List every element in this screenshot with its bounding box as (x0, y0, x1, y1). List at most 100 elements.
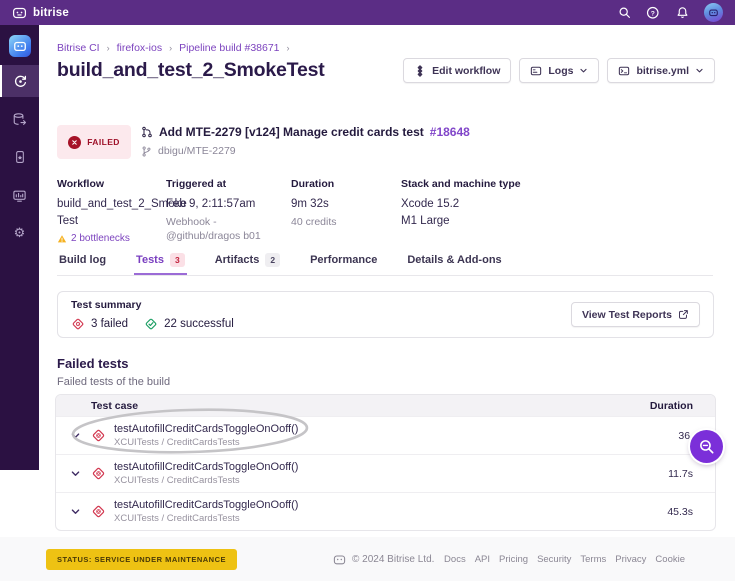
build-tabs: Build log Tests 3 Artifacts 2 Performanc… (57, 249, 713, 276)
test-suite: XCUITests / CreditCardsTests (114, 513, 240, 524)
branch-icon (142, 146, 151, 156)
build-status-label: FAILED (87, 137, 120, 147)
failed-count-label: 3 failed (91, 317, 129, 330)
failed-diamond-icon (72, 318, 84, 329)
failed-count: 3 failed (71, 317, 128, 331)
tab-label: Artifacts (214, 254, 260, 266)
test-summary-card: Test summary 3 failed 22 successful View… (57, 291, 714, 338)
test-suite: XCUITests / CreditCardsTests (114, 475, 240, 486)
footer-link-security[interactable]: Security (537, 553, 572, 565)
external-link-icon (679, 310, 688, 319)
detail-duration: Duration 9m 32s 40 credits (291, 178, 401, 244)
table-header: Test case Duration (56, 395, 715, 416)
commit-info: Add MTE-2279 [v124] Manage credit cards … (141, 125, 470, 157)
detail-workflow: Workflow build_and_test_2_Smoke Test 2 b… (57, 178, 187, 244)
table-row[interactable]: testAutofillCreditCardsToggleOnOoff() XC… (56, 454, 715, 492)
footer-link-cookie[interactable]: Cookie (655, 553, 685, 565)
tab-details-addons[interactable]: Details & Add-ons (405, 249, 503, 275)
chevron-right-icon: › (106, 43, 110, 53)
footer-link-pricing[interactable]: Pricing (499, 553, 529, 565)
failed-x-icon (68, 135, 82, 149)
logs-button[interactable]: Logs (519, 58, 600, 83)
tab-label: Build log (59, 254, 107, 266)
build-details: Workflow build_and_test_2_Smoke Test 2 b… (57, 178, 521, 244)
sidebar-item-settings[interactable]: ⚙ (0, 217, 39, 249)
test-summary-title: Test summary (71, 298, 142, 311)
tab-badge: 2 (265, 253, 281, 267)
tab-label: Details & Add-ons (407, 254, 502, 266)
view-test-reports-button[interactable]: View Test Reports (570, 302, 700, 327)
edit-workflow-button[interactable]: Edit workflow (403, 58, 512, 83)
service-status-badge[interactable]: STATUS: SERVICE UNDER MAINTENANCE (46, 548, 238, 570)
table-row[interactable]: testAutofillCreditCardsToggleOnOoff() XC… (56, 416, 715, 454)
sidebar-item-builds[interactable] (0, 65, 39, 97)
expand-chevron-icon[interactable] (67, 428, 83, 444)
zoom-fab-button[interactable] (690, 430, 723, 463)
duration-label: Duration (291, 178, 335, 190)
test-duration: 11.7s (668, 467, 693, 480)
test-duration: 45.3s (667, 505, 693, 518)
tab-build-log[interactable]: Build log (57, 249, 108, 275)
sidebar-item-monitoring[interactable] (0, 179, 39, 211)
bottlenecks-link[interactable]: 2 bottlenecks (57, 233, 166, 244)
sidebar-item-release-management[interactable] (0, 103, 39, 135)
column-duration: Duration (649, 399, 693, 412)
tab-performance[interactable]: Performance (308, 249, 379, 275)
tab-badge: 3 (169, 253, 185, 267)
failed-tests-heading: Failed tests (57, 356, 129, 371)
breadcrumb-firefox-ios[interactable]: firefox-ios (116, 42, 163, 54)
page-title: build_and_test_2_SmokeTest (57, 59, 325, 81)
bitrise-robot-icon (12, 7, 27, 19)
chevron-right-icon: › (286, 43, 290, 53)
test-suite: XCUITests / CreditCardsTests (114, 437, 240, 448)
test-case-name: testAutofillCreditCardsToggleOnOoff() (114, 423, 299, 435)
sidebar-item-testing-devices[interactable] (0, 141, 39, 173)
build-status-badge: FAILED (57, 125, 131, 159)
bitrise-robot-icon (333, 554, 346, 564)
detail-stack: Stack and machine type Xcode 15.2 M1 Lar… (401, 178, 521, 244)
footer-link-privacy[interactable]: Privacy (615, 553, 647, 565)
chevron-down-icon (580, 68, 588, 73)
bitrise-logo[interactable]: bitrise (12, 5, 69, 20)
detail-triggered-at: Triggered at Feb 9, 2:11:57am Webhook - … (166, 178, 291, 244)
workflow-icon (417, 64, 423, 77)
workflow-value: build_and_test_2_Smoke Test (57, 198, 187, 227)
tab-label: Tests (136, 254, 164, 266)
app-sidebar: ⚙ (0, 25, 39, 470)
footer-link-terms[interactable]: Terms (580, 553, 607, 565)
stack-value: Xcode 15.2 (401, 198, 460, 210)
footer-link-docs[interactable]: Docs (444, 553, 466, 565)
test-case-name: testAutofillCreditCardsToggleOnOoff() (114, 499, 299, 511)
tab-tests[interactable]: Tests 3 (134, 249, 187, 275)
chevron-right-icon: › (169, 43, 173, 53)
project-app-icon[interactable] (8, 35, 31, 57)
terminal-icon (619, 66, 630, 75)
table-row[interactable]: testAutofillCreditCardsToggleOnOoff() XC… (56, 492, 715, 530)
bitrise-yml-button[interactable]: bitrise.yml (607, 58, 715, 83)
breadcrumb: Bitrise CI › firefox-ios › Pipeline buil… (57, 42, 290, 54)
failed-diamond-icon (90, 428, 106, 444)
notifications-bell-icon[interactable] (675, 6, 689, 20)
failed-diamond-icon (90, 504, 106, 520)
breadcrumb-bitrise-ci[interactable]: Bitrise CI (57, 42, 100, 54)
help-icon[interactable]: ? (646, 6, 660, 20)
test-duration: 36. (678, 429, 693, 442)
successful-count-label: 22 successful (164, 317, 234, 330)
search-icon[interactable] (617, 6, 631, 20)
tab-artifacts[interactable]: Artifacts 2 (213, 249, 282, 275)
page-footer: STATUS: SERVICE UNDER MAINTENANCE © 2024… (0, 537, 735, 581)
build-number-link[interactable]: #18648 (429, 125, 470, 139)
column-test-case: Test case (91, 399, 139, 412)
expand-chevron-icon[interactable] (67, 504, 83, 520)
successful-count: 22 successful (144, 317, 234, 331)
breadcrumb-pipeline-build[interactable]: Pipeline build #38671 (179, 42, 280, 54)
view-test-reports-label: View Test Reports (581, 308, 672, 321)
edit-workflow-label: Edit workflow (432, 64, 501, 77)
logs-label: Logs (548, 64, 574, 77)
footer-link-api[interactable]: API (474, 553, 491, 565)
triggered-webhook: Webhook - @github/dragos b01 (166, 215, 261, 242)
main-content: Bitrise CI › firefox-ios › Pipeline buil… (39, 25, 735, 537)
user-avatar[interactable] (704, 3, 723, 22)
expand-chevron-icon[interactable] (67, 466, 83, 482)
